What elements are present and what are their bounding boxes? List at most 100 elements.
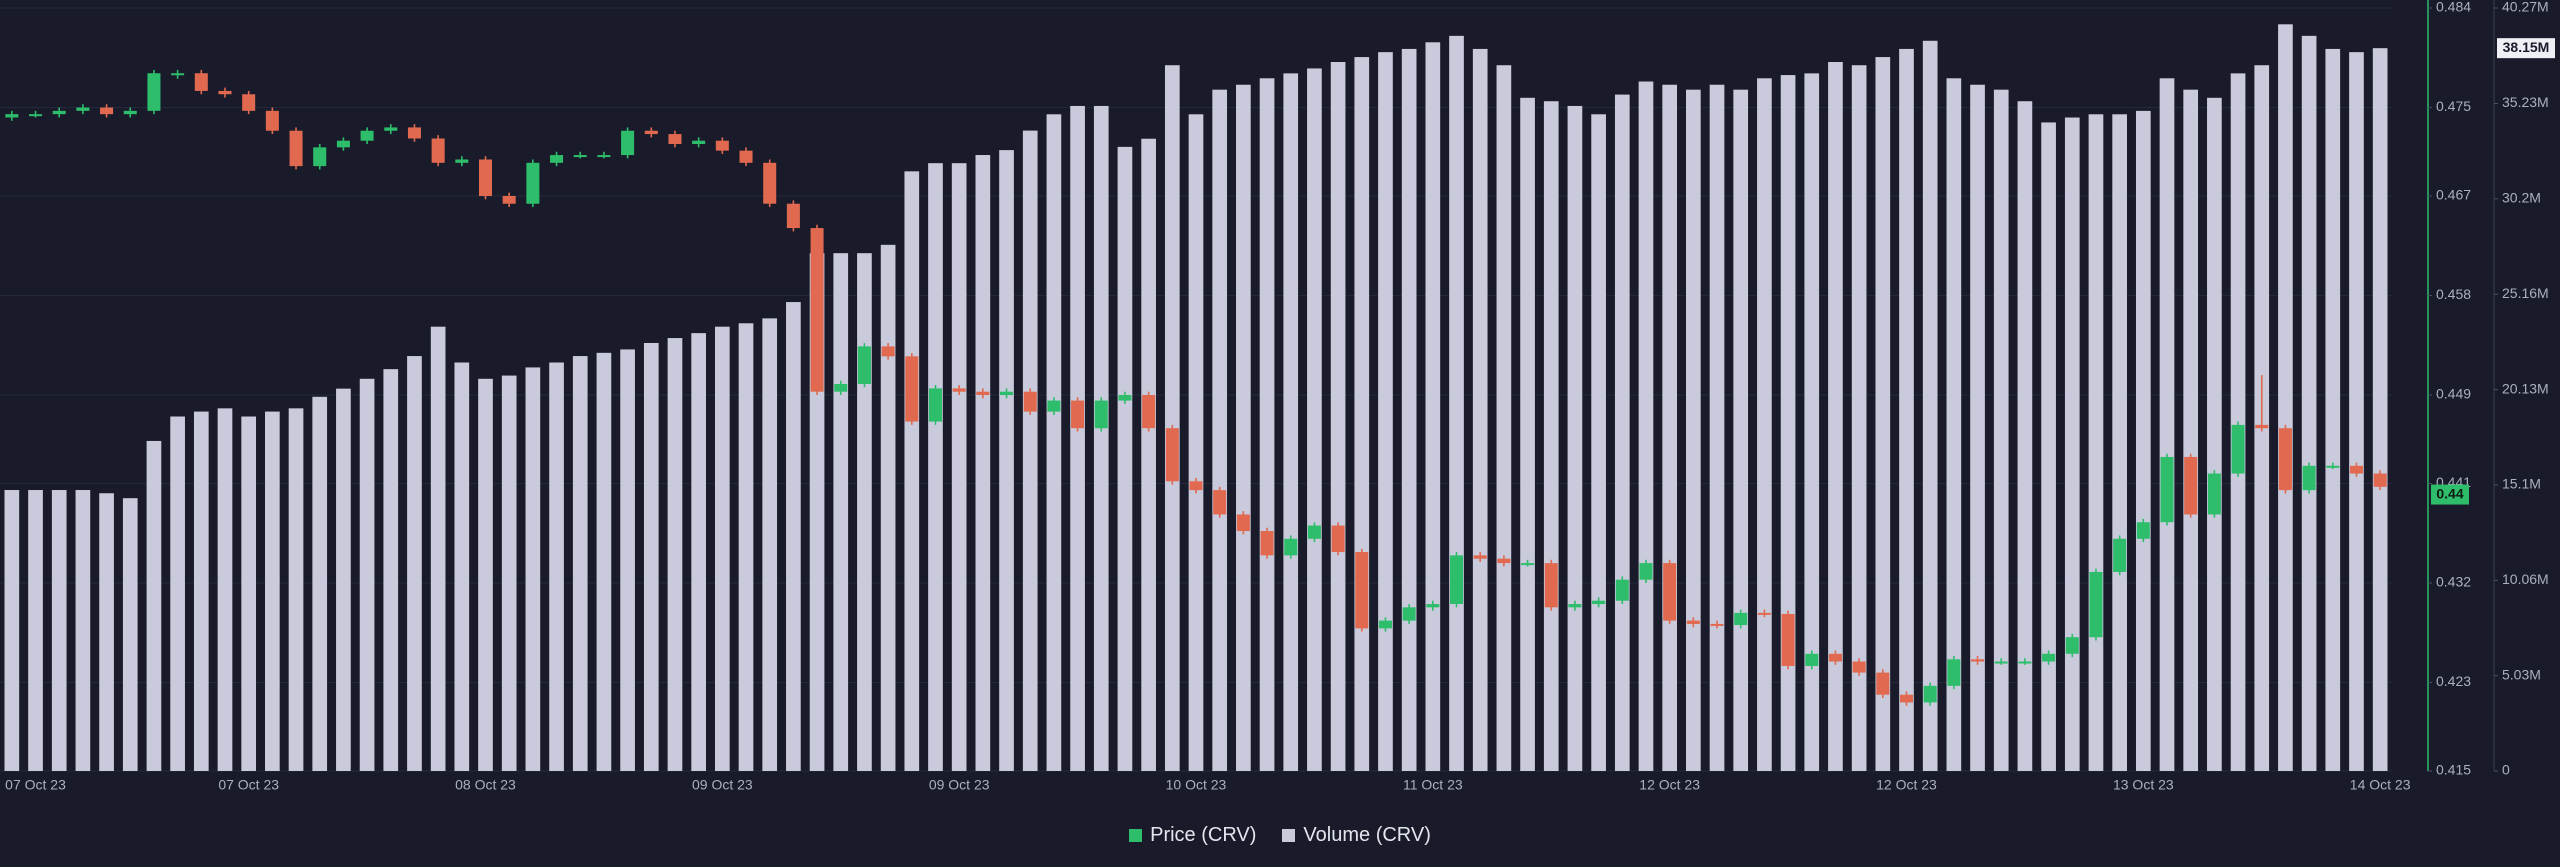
- candle-body: [407, 127, 421, 139]
- candle-body: [1071, 400, 1085, 429]
- candle-body: [1686, 620, 1700, 624]
- volume-bar: [2278, 24, 2293, 772]
- candle-body: [2089, 571, 2103, 638]
- candle-body: [455, 159, 469, 163]
- candle-body: [1023, 391, 1037, 412]
- legend-label: Volume (CRV): [1303, 823, 1431, 846]
- y2-tick-label: 0.432: [2436, 574, 2471, 590]
- candle-body: [1710, 623, 1724, 626]
- volume-layer: [4, 24, 2388, 772]
- candle-body: [1284, 538, 1298, 556]
- volume-bar: [880, 244, 896, 771]
- volume-bar: [1851, 65, 1867, 771]
- volume-bar: [1496, 65, 1512, 771]
- volume-bar: [1330, 61, 1346, 771]
- price-layer: [5, 69, 2387, 706]
- candle-body: [1094, 400, 1108, 429]
- candle-body: [1260, 531, 1274, 556]
- candle-body: [1994, 661, 2008, 664]
- candle-body: [905, 356, 919, 422]
- volume-bar: [1899, 48, 1914, 771]
- candle-body: [1876, 672, 1890, 695]
- legend-item: Price (CRV): [1129, 824, 1256, 847]
- volume-bar: [1401, 48, 1417, 771]
- volume-bar: [738, 323, 754, 771]
- volume-bar: [2325, 48, 2341, 771]
- y2-tick-label: 0.475: [2436, 98, 2471, 114]
- volume-bar: [2207, 97, 2222, 772]
- candle-body: [2113, 538, 2127, 572]
- volume-bar: [2017, 101, 2033, 771]
- candle-body: [1000, 391, 1014, 396]
- candle-body: [573, 155, 587, 158]
- candle-body: [1307, 525, 1321, 539]
- volume-bar: [1993, 89, 2009, 771]
- volume-bar: [1259, 78, 1275, 772]
- volume-bar: [51, 490, 67, 771]
- volume-bar: [975, 155, 991, 772]
- y2-tick-label: 0.458: [2436, 286, 2471, 302]
- candle-body: [1189, 481, 1203, 491]
- candle-body: [668, 134, 682, 145]
- volume-bar: [1780, 75, 1796, 772]
- volume-bar: [2349, 52, 2364, 772]
- candle-body: [715, 140, 729, 151]
- legend-item: Volume (CRV): [1282, 823, 1431, 847]
- x-tick-label: 07 Oct 23: [218, 777, 279, 793]
- candle-body: [810, 228, 824, 392]
- volume-bar: [2159, 78, 2175, 772]
- candle-body: [2065, 637, 2079, 654]
- volume-bar: [1638, 81, 1654, 772]
- legend-swatch: [1129, 828, 1143, 842]
- volume-bar: [1236, 84, 1251, 772]
- candle-body: [194, 73, 208, 91]
- volume-bar: [146, 440, 162, 771]
- volume-bar: [1117, 146, 1133, 771]
- volume-bar: [620, 349, 635, 771]
- volume-bar: [2372, 48, 2388, 772]
- candle-body: [1378, 620, 1392, 629]
- candle-body: [478, 159, 493, 196]
- y2-tick-label: 0.484: [2436, 0, 2471, 15]
- candle-body: [692, 140, 706, 145]
- candle-body: [786, 203, 800, 229]
- candle-body: [52, 110, 66, 115]
- candle-body: [1734, 612, 1748, 626]
- volume-bar: [265, 411, 280, 771]
- candle-body: [76, 107, 90, 111]
- y-tick-label: 25.16M: [2502, 285, 2549, 301]
- volume-bar: [2112, 114, 2127, 771]
- candle-body: [644, 130, 658, 135]
- volume-bar: [407, 356, 422, 771]
- volume-bar: [1757, 78, 1772, 772]
- volume-bar: [2301, 35, 2317, 772]
- volume-bar: [2135, 110, 2151, 771]
- candle-body: [834, 383, 848, 392]
- volume-bar: [1686, 89, 1701, 771]
- volume-bar: [383, 369, 399, 771]
- volume-bar: [596, 352, 612, 771]
- x-tick-label: 10 Oct 23: [1166, 777, 1227, 793]
- legend-swatch: [1282, 828, 1296, 842]
- volume-bar: [1828, 61, 1843, 771]
- volume-bar: [1425, 42, 1441, 772]
- x-tick-label: 13 Oct 23: [2113, 777, 2174, 793]
- candle-body: [1426, 604, 1440, 608]
- candle-body: [147, 73, 161, 111]
- volume-bar: [193, 411, 209, 771]
- volume-bar: [1662, 84, 1678, 772]
- x-tick-label: 08 Oct 23: [455, 777, 516, 793]
- volume-bar: [28, 490, 43, 771]
- candle-body: [360, 130, 374, 141]
- volume-bar: [857, 253, 872, 772]
- candle-body: [1663, 563, 1677, 621]
- candle-body: [1639, 563, 1653, 580]
- candle-body: [621, 130, 635, 156]
- volume-bar: [288, 408, 304, 771]
- candle-body: [1331, 525, 1345, 553]
- volume-bar: [1212, 89, 1228, 771]
- chart: 07 Oct 23 07 Oct 23 08 Oct 23 09 Oct 23 09 O…: [0, 0, 2555, 793]
- volume-bar: [1141, 138, 1156, 771]
- candle-body: [2373, 473, 2387, 487]
